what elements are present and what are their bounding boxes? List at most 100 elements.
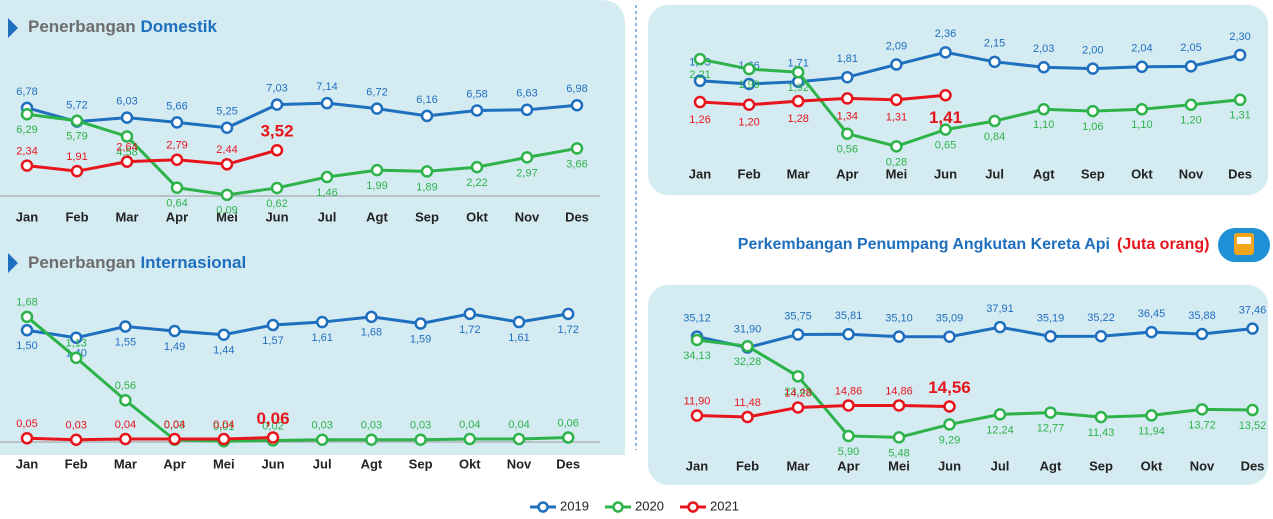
data-point <box>370 102 384 115</box>
data-label: 1,99 <box>366 180 387 192</box>
data-point <box>892 330 906 343</box>
data-label: 0,01 <box>213 421 234 433</box>
x-tick-label: Sep <box>1089 458 1113 473</box>
x-tick-label: Jul <box>985 166 1004 181</box>
data-point <box>943 400 956 413</box>
data-label: 2,00 <box>1082 45 1103 57</box>
data-point <box>69 433 83 447</box>
data-point <box>842 429 855 443</box>
data-label: 0,04 <box>164 419 185 431</box>
title-marker <box>8 18 18 38</box>
x-tick-label: Jan <box>16 456 38 471</box>
data-point <box>1086 104 1100 118</box>
data-label: 5,72 <box>66 100 87 112</box>
data-label: 0,65 <box>935 140 956 152</box>
legend-swatch <box>537 501 549 513</box>
data-label: 12,24 <box>986 424 1014 436</box>
data-label: 5,90 <box>838 446 859 458</box>
data-point <box>320 96 334 110</box>
data-point <box>742 77 756 91</box>
data-label: 37,91 <box>986 303 1014 315</box>
x-tick-label: Apr <box>836 166 858 181</box>
data-point <box>988 55 1001 69</box>
data-label: 0,56 <box>115 380 136 392</box>
x-tick-label: Mar <box>787 166 810 181</box>
series-line <box>26 436 274 442</box>
data-label: 1,28 <box>787 113 808 125</box>
data-label: 0,04 <box>459 419 480 431</box>
data-label: 1,13 <box>65 338 86 350</box>
data-point <box>170 153 184 166</box>
data-point <box>1195 327 1209 341</box>
x-tick-label: Feb <box>65 456 88 471</box>
data-label: 6,98 <box>566 83 587 95</box>
data-label: 1,57 <box>262 335 283 347</box>
x-tick-label: Mei <box>216 209 238 224</box>
data-point <box>217 432 231 446</box>
data-label: 0,28 <box>886 156 907 168</box>
data-label: 6,16 <box>416 94 437 106</box>
x-tick-label: Nov <box>1190 458 1215 473</box>
data-point <box>841 127 854 140</box>
data-label: 11,48 <box>734 397 761 409</box>
data-label: 0,56 <box>837 144 858 156</box>
x-tick-label: Jul <box>318 209 337 224</box>
data-point <box>414 317 427 330</box>
data-point <box>470 104 484 117</box>
data-label: 35,12 <box>683 312 711 324</box>
series-line <box>699 50 1241 86</box>
data-label: 6,78 <box>16 86 37 98</box>
x-tick-label: Des <box>565 209 589 224</box>
data-label: 14,86 <box>835 385 863 397</box>
data-point <box>266 318 280 332</box>
x-tick-label: Apr <box>166 209 188 224</box>
x-tick-label: Apr <box>837 458 859 473</box>
data-label: 1,46 <box>316 187 337 199</box>
data-point <box>20 159 34 172</box>
data-label: 2,05 <box>1180 42 1201 54</box>
data-point <box>1094 330 1108 343</box>
data-point <box>168 432 181 446</box>
data-point <box>1195 403 1209 416</box>
data-label: 14,28 <box>784 387 812 399</box>
x-tick-label: Okt <box>466 209 488 224</box>
data-point <box>69 331 83 344</box>
data-label: 0,06 <box>256 409 289 428</box>
data-point <box>270 98 284 111</box>
data-point <box>841 70 854 84</box>
data-point <box>570 142 584 155</box>
data-point <box>220 188 234 202</box>
data-point <box>690 409 704 422</box>
data-label: 1,71 <box>787 58 808 70</box>
data-point <box>993 408 1007 421</box>
data-label: 1,10 <box>1033 119 1054 131</box>
x-tick-label: Apr <box>163 456 185 471</box>
legend-label: 2020 <box>635 498 664 513</box>
data-point <box>1037 60 1050 74</box>
x-tick-label: Nov <box>1179 166 1204 181</box>
data-label: 2,97 <box>516 167 537 179</box>
data-label: 12,77 <box>1037 422 1065 434</box>
data-label: 0,03 <box>65 420 86 432</box>
data-label: 0,03 <box>410 420 431 432</box>
data-point <box>365 433 378 447</box>
data-point <box>842 327 855 341</box>
data-point <box>939 89 952 102</box>
train-icon <box>1218 228 1270 262</box>
data-label: 37,46 <box>1239 305 1267 317</box>
x-tick-label: Agt <box>361 456 383 471</box>
title-part: Penerbangan <box>28 17 136 36</box>
x-tick-label: Mei <box>888 458 910 473</box>
legend-swatch <box>612 501 624 513</box>
x-tick-label: Sep <box>1081 166 1105 181</box>
x-tick-label: Mei <box>213 456 235 471</box>
x-tick-label: Jun <box>261 456 284 471</box>
data-label: 3,52 <box>260 122 293 141</box>
data-label: 1,81 <box>837 53 858 65</box>
data-label: 1,20 <box>1180 115 1201 127</box>
data-label: 2,09 <box>886 40 907 52</box>
data-point <box>320 170 334 184</box>
data-label: 1,89 <box>416 181 437 193</box>
data-point <box>170 181 184 194</box>
data-point <box>20 107 34 121</box>
